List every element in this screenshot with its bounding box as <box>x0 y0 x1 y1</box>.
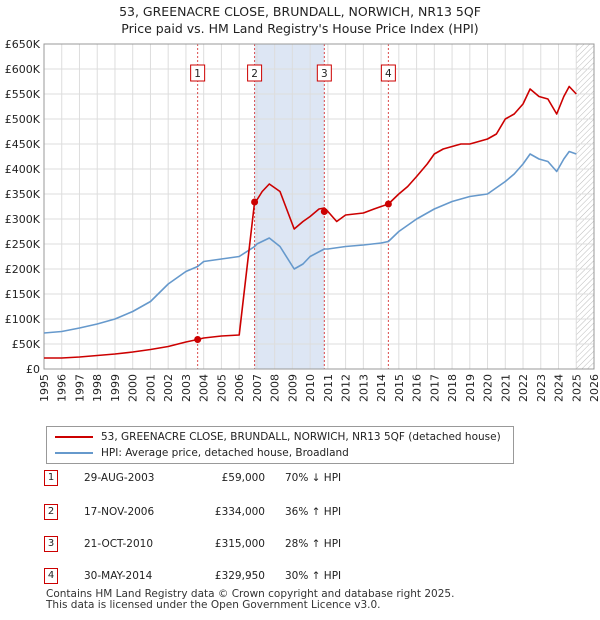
x-tick-label: 2003 <box>180 374 193 402</box>
sale-label-box <box>380 64 396 82</box>
sale-point <box>320 208 328 215</box>
x-tick-label: 2017 <box>428 374 441 402</box>
sale-point <box>384 200 392 208</box>
legend-label-hpi: HPI: Average price, detached house, Broa… <box>101 447 349 459</box>
x-tick-label: 2007 <box>251 374 264 402</box>
y-tick-label: £400K <box>5 163 41 176</box>
x-tick-label: 2018 <box>446 374 459 402</box>
x-tick-label: 1998 <box>91 374 104 402</box>
sale-label-number: 4 <box>385 68 392 80</box>
chart-legend: 53, GREENACRE CLOSE, BRUNDALL, NORWICH, … <box>46 426 514 464</box>
footer-line-1: Contains HM Land Registry data © Crown c… <box>46 588 455 600</box>
x-tick-label: 2022 <box>517 374 530 402</box>
sale-label-number: 1 <box>194 68 201 80</box>
x-tick-label: 2010 <box>304 374 317 402</box>
sale-point <box>194 336 202 343</box>
x-tick-label: 1995 <box>38 374 51 402</box>
sale-number-badge: 1 <box>44 470 58 486</box>
x-tick-label: 2006 <box>233 374 246 402</box>
x-tick-label: 1996 <box>56 374 69 402</box>
x-tick-label: 2008 <box>269 374 282 402</box>
sale-price: £315,000 <box>214 538 265 550</box>
legend-swatch-property <box>55 436 93 438</box>
x-tick-label: 2011 <box>322 374 335 402</box>
x-tick-label: 2005 <box>215 374 228 402</box>
price-chart: £0 £50K £100K £150K £200K £250K £300K £350K £400… <box>5 38 600 402</box>
sale-label-number: 2 <box>251 68 258 80</box>
x-tick-label: 2009 <box>286 374 299 402</box>
y-tick-label: £600K <box>5 63 41 76</box>
sale-row: 1 29-AUG-2003 £59,000 70% ↓ HPI <box>40 468 460 488</box>
property-price-line <box>44 85 577 359</box>
y-tick-label: £50K <box>12 338 41 351</box>
x-tick-label: 2024 <box>553 374 566 402</box>
sale-price: £329,950 <box>214 570 265 582</box>
chart-title: 53, GREENACRE CLOSE, BRUNDALL, NORWICH, … <box>0 3 600 37</box>
future-hatch <box>576 44 594 369</box>
sale-label-number: 3 <box>321 68 328 80</box>
sale-hpi-diff: 70% ↓ HPI <box>285 472 342 484</box>
y-tick-label: £100K <box>5 313 41 326</box>
y-tick-label: £500K <box>5 113 41 126</box>
hpi-line <box>43 150 577 334</box>
sale-date: 29-AUG-2003 <box>84 472 155 484</box>
x-tick-label: 2019 <box>464 374 477 402</box>
x-tick-label: 2023 <box>535 374 548 402</box>
title-line-1: 53, GREENACRE CLOSE, BRUNDALL, NORWICH, … <box>119 4 481 19</box>
sale-label-box <box>247 64 263 82</box>
sale-label-box <box>190 64 206 82</box>
x-tick-label: 2020 <box>482 374 495 402</box>
sale-date: 30-MAY-2014 <box>84 570 153 582</box>
x-tick-label: 2026 <box>588 374 600 402</box>
y-tick-label: £0 <box>26 363 40 376</box>
sale-point <box>251 198 259 206</box>
x-tick-label: 1999 <box>109 374 122 402</box>
x-tick-label: 2013 <box>357 374 370 402</box>
y-tick-label: £300K <box>5 213 41 226</box>
footer-line-2: This data is licensed under the Open Gov… <box>46 599 381 611</box>
y-tick-label: £200K <box>5 263 41 276</box>
sale-row: 3 21-OCT-2010 £315,000 28% ↑ HPI <box>40 534 460 554</box>
x-tick-label: 2021 <box>499 374 512 402</box>
x-tick-label: 2004 <box>198 374 211 402</box>
x-tick-label: 2015 <box>393 374 406 402</box>
sale-row: 2 17-NOV-2006 £334,000 36% ↑ HPI <box>40 502 460 522</box>
legend-swatch-hpi <box>55 452 93 454</box>
legend-item-hpi: HPI: Average price, detached house, Broa… <box>55 445 349 461</box>
legend-label-property: 53, GREENACRE CLOSE, BRUNDALL, NORWICH, … <box>101 431 501 443</box>
legend-item-property: 53, GREENACRE CLOSE, BRUNDALL, NORWICH, … <box>55 429 501 445</box>
sale-number-badge: 3 <box>44 536 58 552</box>
y-tick-label: £350K <box>5 188 41 201</box>
sale-hpi-diff: 28% ↑ HPI <box>285 538 342 550</box>
y-tick-label: £650K <box>5 38 41 51</box>
plot-border <box>43 43 595 370</box>
x-tick-label: 1997 <box>73 374 86 402</box>
sale-hpi-diff: 36% ↑ HPI <box>285 506 342 518</box>
shaded-period <box>254 44 325 369</box>
x-tick-label: 2002 <box>162 374 175 402</box>
y-tick-label: £250K <box>5 238 41 251</box>
sale-price: £334,000 <box>214 506 265 518</box>
sale-date: 17-NOV-2006 <box>84 506 155 518</box>
x-tick-label: 2016 <box>411 374 424 402</box>
title-line-2: Price paid vs. HM Land Registry's House … <box>121 21 479 36</box>
sale-row: 4 30-MAY-2014 £329,950 30% ↑ HPI <box>40 566 460 586</box>
x-tick-label: 2014 <box>375 374 388 402</box>
x-tick-label: 2001 <box>144 374 157 402</box>
x-tick-label: 2012 <box>340 374 353 402</box>
sale-number-badge: 2 <box>44 504 58 520</box>
sale-label-box <box>316 64 332 82</box>
y-tick-label: £550K <box>5 88 41 101</box>
sale-hpi-diff: 30% ↑ HPI <box>285 570 342 582</box>
x-tick-label: 2000 <box>127 374 140 402</box>
sale-number-badge: 4 <box>44 568 58 584</box>
x-tick-label: 2025 <box>570 374 583 402</box>
footer-attribution: Contains HM Land Registry data © Crown c… <box>46 589 454 611</box>
sale-date: 21-OCT-2010 <box>84 538 153 550</box>
y-tick-label: £150K <box>5 288 41 301</box>
sale-price: £59,000 <box>221 472 265 484</box>
y-tick-label: £450K <box>5 138 41 151</box>
